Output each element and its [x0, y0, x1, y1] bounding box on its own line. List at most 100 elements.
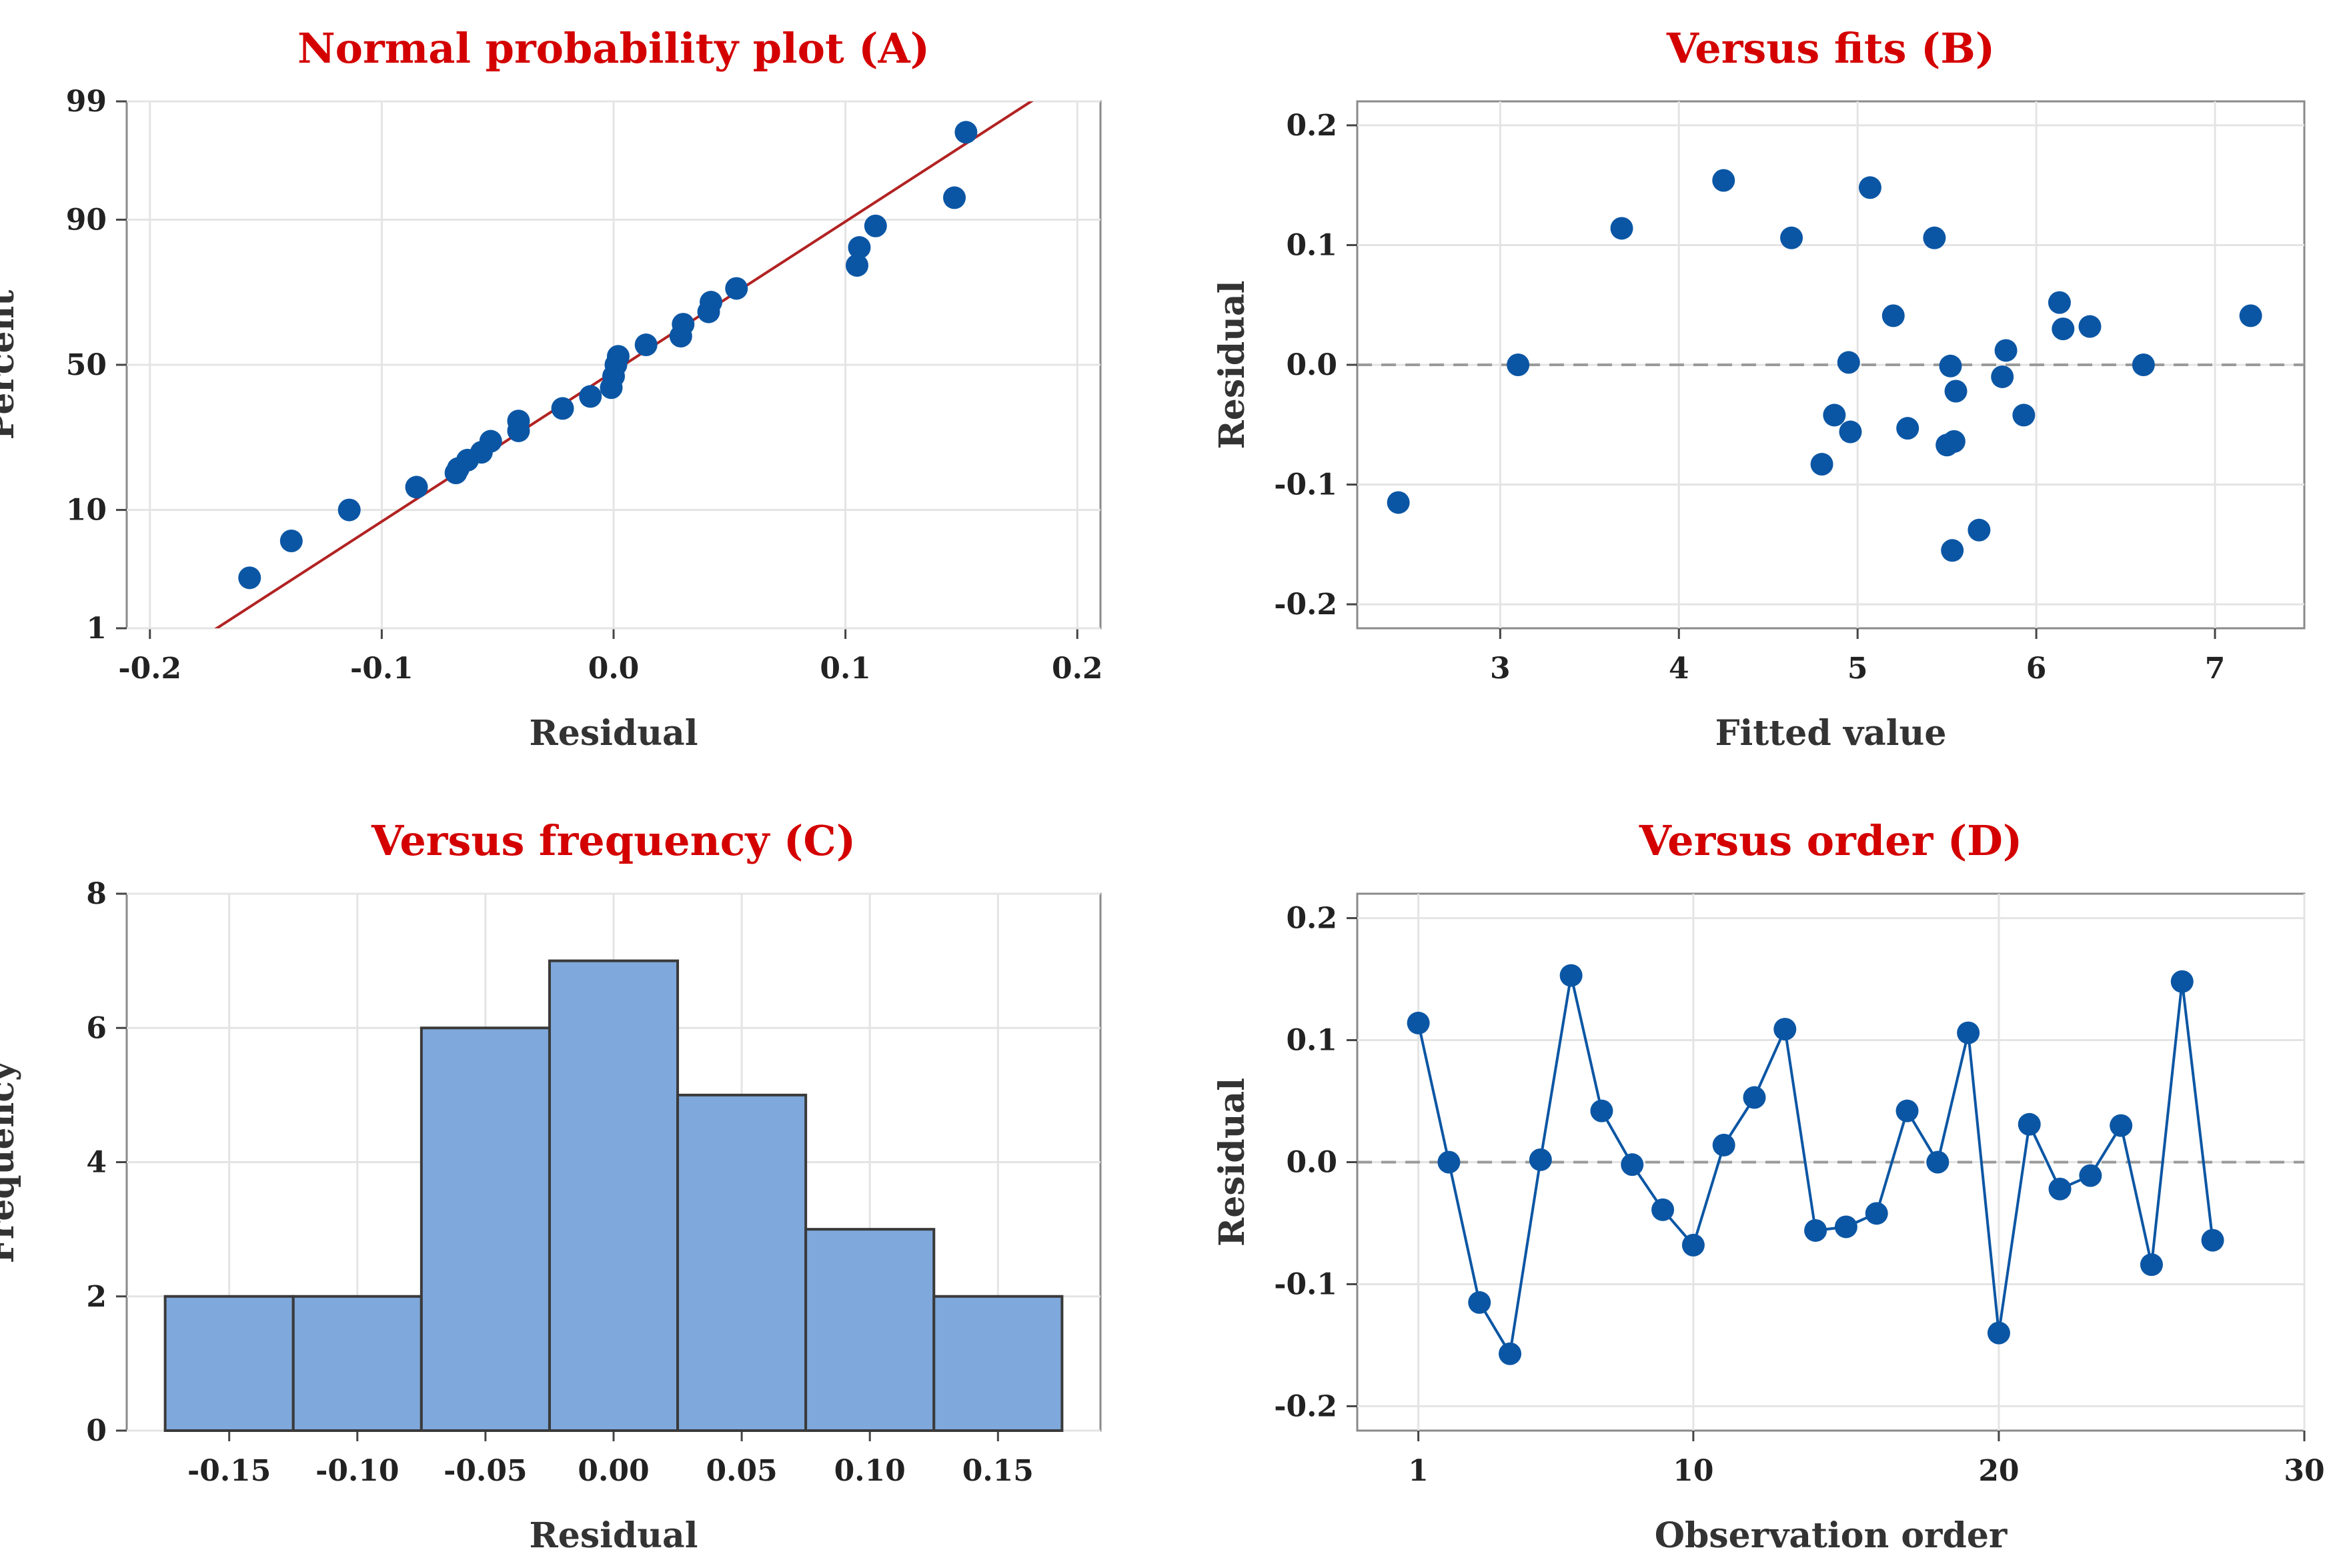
data-point [2170, 970, 2194, 993]
data-point [1939, 354, 1962, 377]
chart-title: Versus frequency (C) [371, 816, 856, 865]
y-tick-label: 10 [66, 494, 107, 528]
versus-fits-panel: Versus fits (B) Fitted value Residual 3 4 5 6 7… [1212, 24, 2306, 754]
data-point [1499, 1342, 1522, 1365]
x-tick-label: 30 [2284, 1454, 2324, 1488]
data-point [700, 291, 722, 314]
x-axis-label: Residual [530, 713, 698, 754]
y-axis-label: Percent [0, 290, 22, 440]
data-point [1968, 518, 1991, 542]
y-axis-label: Residual [1212, 1078, 1253, 1247]
data-point [1810, 453, 1833, 476]
x-tick-label: -0.1 [350, 652, 414, 686]
data-point [1610, 217, 1633, 240]
data-point [1407, 1011, 1430, 1034]
data-point [1773, 1018, 1797, 1041]
data-point [1507, 353, 1530, 376]
data-point [1957, 1021, 1980, 1044]
y-tick-label: 1 [86, 612, 107, 646]
histogram-bar [420, 1026, 551, 1432]
x-tick-label: 0.05 [706, 1454, 778, 1488]
data-point [1991, 365, 2014, 388]
y-tick-label: 0.2 [1286, 902, 1337, 936]
data-point [864, 214, 887, 237]
versus-frequency-panel: Versus frequency (C) Residual Frequency -0.… [0, 816, 1102, 1556]
histogram-bar [163, 1295, 295, 1432]
x-axis-label: Observation order [1655, 1515, 2008, 1556]
histogram-bar [548, 959, 680, 1432]
data-point [1942, 430, 1966, 453]
data-point [2239, 304, 2262, 327]
data-point [1743, 1086, 1766, 1109]
x-tick-label: 5 [1847, 652, 1868, 686]
x-tick-label: -0.10 [315, 1454, 399, 1488]
y-tick-label: -0.1 [1274, 1267, 1337, 1301]
data-point [1804, 1219, 1827, 1242]
histogram-bar [676, 1093, 808, 1432]
data-point [954, 121, 978, 144]
data-point [1387, 491, 1410, 514]
data-point [279, 529, 303, 552]
data-point [1896, 417, 1919, 440]
data-point [2132, 353, 2155, 376]
x-tick-label: 1 [1408, 1454, 1429, 1488]
data-point [1994, 339, 2018, 362]
data-point [1987, 1321, 2010, 1345]
data-point [1944, 379, 1968, 403]
data-point [725, 277, 748, 300]
histogram-bar [291, 1295, 423, 1432]
data-point [943, 186, 966, 209]
x-axis-label: Fitted value [1715, 713, 1947, 754]
x-axis-label: Residual [530, 1515, 698, 1556]
data-point [2048, 291, 2071, 314]
y-tick-label: -0.1 [1274, 468, 1337, 502]
data-point [606, 345, 630, 368]
data-point [579, 385, 602, 408]
y-tick-label: 8 [86, 877, 107, 911]
data-point [1926, 1150, 1950, 1174]
x-tick-label: 0.15 [962, 1454, 1034, 1488]
chart-title: Versus fits (B) [1666, 24, 1995, 73]
data-point [479, 430, 502, 453]
data-point [1823, 404, 1846, 427]
x-tick-label: 0.0 [588, 652, 640, 686]
y-tick-label: 4 [86, 1146, 107, 1180]
x-tick-label: -0.2 [118, 652, 181, 686]
data-point [238, 566, 261, 590]
data-point [1837, 351, 1860, 374]
x-tick-label: 3 [1490, 652, 1511, 686]
data-point [1559, 964, 1583, 987]
y-axis-label: Residual [1212, 281, 1253, 450]
chart-title: Normal probability plot (A) [297, 24, 930, 73]
data-point [1895, 1099, 1919, 1122]
x-tick-label: 0.00 [578, 1454, 649, 1488]
y-tick-label: 0.0 [1286, 1146, 1337, 1180]
normal-probability-plot-panel: Normal probability plot (A) Residual Perce… [0, 24, 1103, 754]
x-tick-label: -0.15 [187, 1454, 271, 1488]
y-tick-label: 0.1 [1286, 1024, 1337, 1058]
data-point [1590, 1099, 1613, 1122]
data-point [2048, 1177, 2072, 1201]
data-point [672, 313, 695, 336]
data-point [2201, 1229, 2224, 1252]
data-point [1941, 539, 1964, 562]
data-point [1839, 420, 1862, 444]
data-point [1712, 1133, 1735, 1156]
data-point [2052, 317, 2075, 341]
x-tick-label: 10 [1673, 1454, 1713, 1488]
data-point [634, 333, 658, 357]
y-tick-label: 0.1 [1286, 228, 1337, 262]
y-tick-label: 50 [66, 348, 107, 382]
data-point [2079, 1164, 2102, 1187]
data-point [2110, 1114, 2133, 1137]
data-point [1621, 1153, 1644, 1177]
data-point [1923, 226, 1946, 249]
data-point [846, 253, 868, 277]
data-point [1865, 1202, 1888, 1225]
x-tick-label: 0.2 [1052, 652, 1103, 686]
x-tick-label: 4 [1669, 652, 1689, 686]
y-tick-label: 0.2 [1286, 109, 1337, 143]
x-tick-label: 0.10 [834, 1454, 906, 1488]
versus-order-panel: Versus order (D) Observation order Residua… [1212, 816, 2325, 1556]
